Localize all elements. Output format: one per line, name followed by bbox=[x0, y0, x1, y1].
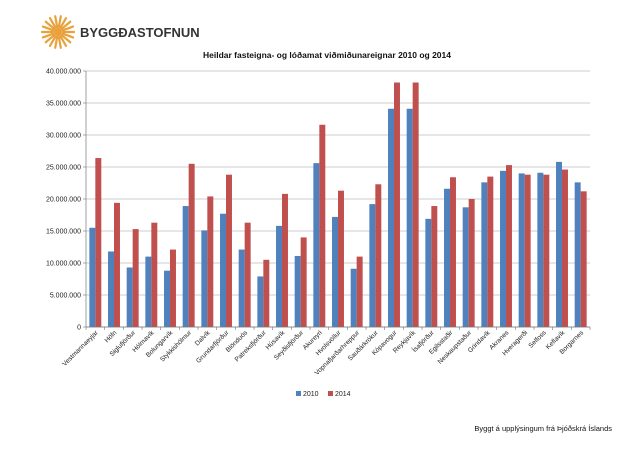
y-tick-label: 5.000.000 bbox=[50, 293, 81, 300]
bar-2014 bbox=[263, 259, 270, 327]
chart-title: Heildar fasteigna- og lóðamat viðmiðunar… bbox=[203, 50, 451, 60]
bar-2014 bbox=[300, 237, 307, 327]
bar-2014 bbox=[412, 82, 419, 328]
sunburst-core bbox=[54, 28, 62, 36]
bar-2014 bbox=[95, 158, 102, 327]
y-tick-label: 0 bbox=[77, 325, 81, 332]
bar-2010 bbox=[182, 206, 189, 327]
legend-swatch-2010 bbox=[296, 391, 301, 396]
bar-2014 bbox=[431, 206, 438, 327]
y-tick-label: 20.000.000 bbox=[46, 197, 81, 204]
legend-label-2010: 2010 bbox=[303, 391, 319, 398]
bar-2014 bbox=[580, 191, 587, 327]
bar-2010 bbox=[518, 173, 525, 327]
bar-2010 bbox=[89, 227, 96, 327]
bar-2010 bbox=[406, 108, 413, 327]
x-tick-label: Vestmannaeyjar bbox=[61, 329, 100, 368]
bar-2014 bbox=[188, 163, 195, 327]
bar-2014 bbox=[487, 176, 494, 327]
y-tick-label: 10.000.000 bbox=[46, 261, 81, 268]
sunburst-ray bbox=[59, 35, 68, 47]
bar-2010 bbox=[332, 216, 338, 327]
sunburst-ray bbox=[61, 25, 75, 32]
bar-2010 bbox=[537, 172, 544, 327]
bar-2014 bbox=[338, 190, 344, 327]
bar-2010 bbox=[388, 108, 394, 327]
sunburst-ray bbox=[48, 17, 57, 29]
source-note: Byggt á upplýsingum frá Þjóðskrá Íslands bbox=[474, 424, 612, 433]
y-tick-label: 25.000.000 bbox=[46, 165, 81, 172]
bar-2014 bbox=[450, 177, 456, 327]
y-tick-label: 30.000.000 bbox=[46, 133, 81, 140]
bar-2014 bbox=[226, 174, 232, 327]
bar-2010 bbox=[369, 204, 376, 327]
sunburst-ray bbox=[44, 20, 56, 30]
bar-2014 bbox=[543, 174, 550, 327]
y-tick-label: 35.000.000 bbox=[46, 101, 81, 108]
sunburst-ray bbox=[57, 35, 62, 49]
sunburst-ray bbox=[54, 35, 59, 49]
x-tick-label: Patreksfjörður bbox=[233, 328, 268, 363]
bar-2010 bbox=[164, 270, 170, 327]
sunburst-ray bbox=[41, 32, 55, 39]
bar-2010 bbox=[145, 256, 152, 327]
bar-2014 bbox=[244, 222, 251, 327]
x-axis: Vestmannaeyjar HöfnSiglufjörðurHólmavíkBo… bbox=[61, 326, 591, 377]
bar-2014 bbox=[394, 82, 400, 328]
sunburst-ray bbox=[60, 34, 72, 44]
bar-2010 bbox=[238, 249, 245, 327]
bar-2014 bbox=[114, 202, 120, 327]
sunburst-ray bbox=[48, 35, 57, 47]
legend: 2010 2014 bbox=[296, 391, 351, 398]
bar-2010 bbox=[126, 267, 133, 327]
bar-2010 bbox=[425, 218, 432, 327]
sunburst-ray bbox=[61, 32, 75, 39]
sunburst-ray bbox=[44, 34, 56, 44]
y-axis: 0 5.000.000 10.000.000 15.000.000 20.000.000… bbox=[46, 69, 87, 332]
bar-2010 bbox=[500, 170, 506, 327]
bar-2010 bbox=[257, 276, 264, 327]
bar-2014 bbox=[468, 199, 475, 327]
sunburst-ray bbox=[60, 20, 72, 30]
bar-2010 bbox=[350, 268, 357, 327]
brand-logo: BYGGÐASTOFNUN bbox=[40, 14, 240, 54]
bar-2014 bbox=[506, 165, 512, 327]
x-tick-label: Grundarfjörður bbox=[194, 328, 231, 365]
bar-2010 bbox=[294, 255, 301, 327]
bar-2014 bbox=[132, 229, 139, 327]
bar-2010 bbox=[462, 207, 469, 327]
legend-label-2014: 2014 bbox=[335, 391, 351, 398]
bar-2010 bbox=[313, 163, 320, 327]
bar-2014 bbox=[375, 184, 382, 327]
bar-2010 bbox=[556, 161, 562, 327]
y-tick-label: 15.000.000 bbox=[46, 229, 81, 236]
bar-2010 bbox=[444, 188, 450, 327]
bar-2010 bbox=[276, 225, 282, 327]
bar-2010 bbox=[574, 182, 581, 327]
bar-2010 bbox=[220, 213, 226, 327]
legend-swatch-2014 bbox=[328, 391, 333, 396]
bars bbox=[89, 82, 587, 328]
y-tick-label: 40.000.000 bbox=[46, 69, 81, 76]
brand-name: BYGGÐASTOFNUN bbox=[80, 25, 200, 40]
sunburst-ray bbox=[59, 17, 68, 29]
bar-2014 bbox=[524, 174, 531, 327]
bar-2010 bbox=[108, 251, 114, 327]
sunburst-ray bbox=[54, 15, 59, 29]
bar-2014 bbox=[356, 256, 363, 327]
bar-2014 bbox=[282, 193, 288, 327]
x-tick-label: Höfn bbox=[104, 329, 119, 344]
bar-2014 bbox=[151, 222, 158, 327]
sunburst-ray bbox=[41, 25, 55, 32]
bar-2014 bbox=[562, 169, 568, 327]
bar-2010 bbox=[481, 182, 488, 327]
bar-2014 bbox=[170, 249, 176, 327]
bar-2014 bbox=[319, 124, 326, 327]
bar-2014 bbox=[207, 196, 214, 327]
sunburst-ray bbox=[57, 15, 62, 29]
bar-2010 bbox=[201, 230, 208, 327]
sunburst-logo-icon bbox=[40, 15, 76, 49]
